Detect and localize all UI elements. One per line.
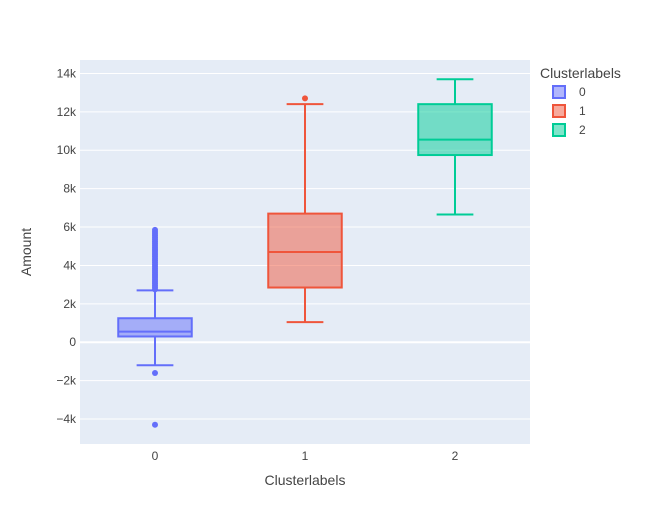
y-tick-label: 12k [57,105,77,119]
y-tick-label: 10k [57,143,77,157]
y-axis-title: Amount [18,228,34,276]
legend-label: 2 [579,123,586,137]
legend-item-0: 0 [552,85,586,99]
legend-item-2: 2 [552,123,586,137]
y-tick-label: 4k [63,258,77,272]
legend-swatch [552,123,566,137]
x-tick-label: 1 [302,449,309,463]
legend-item-1: 1 [552,104,586,118]
y-tick-label: 2k [63,297,77,311]
x-tick-labels: 0 1 2 [152,449,459,463]
box-iqr [267,212,343,289]
y-tick-label: 0 [69,335,76,349]
legend-swatch [552,85,566,99]
legend-swatch [552,104,566,118]
legend: Clusterlabels 0 1 2 [540,65,621,137]
outlier-point [152,421,158,428]
y-tick-label: −2k [56,374,77,388]
legend-items: 0 1 2 [552,85,586,137]
box-traces [117,78,493,428]
legend-title: Clusterlabels [540,65,621,81]
x-tick-label: 0 [152,449,159,463]
box-trace-2 [417,78,493,216]
y-tick-label: 8k [63,182,77,196]
legend-label: 1 [579,104,586,118]
y-tick-label: −4k [56,412,77,426]
box-trace-1 [267,95,343,324]
outlier-point [152,226,158,233]
box-iqr [117,317,193,338]
y-tick-labels: −4k −2k 0 2k 4k 6k 8k 10k 12k 14k [56,66,77,426]
legend-label: 0 [579,85,586,99]
box-trace-0 [117,226,193,428]
outlier-point [302,95,308,102]
y-tick-label: 6k [63,220,77,234]
x-tick-label: 2 [452,449,459,463]
y-tick-label: 14k [57,66,77,80]
box-iqr [417,103,493,157]
outlier-point [152,369,158,376]
x-axis-title: Clusterlabels [265,472,346,488]
